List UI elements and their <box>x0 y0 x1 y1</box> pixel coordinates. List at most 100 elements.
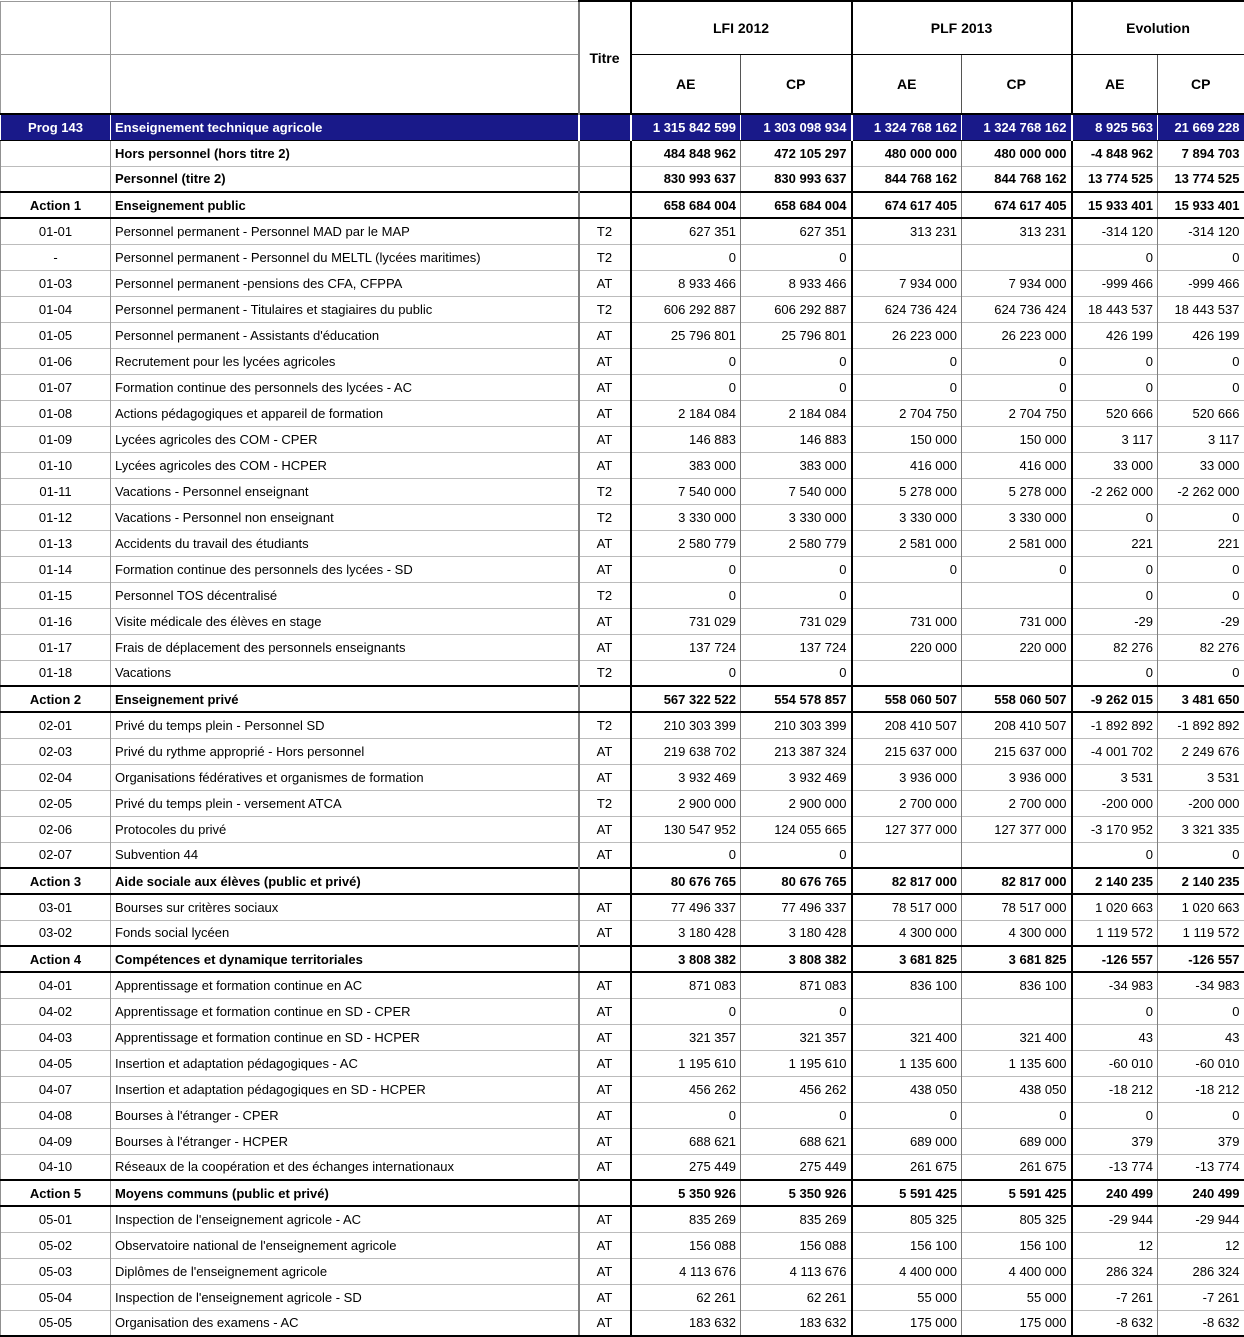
row-titre: AT <box>579 1076 631 1102</box>
value-cell: 4 113 676 <box>741 1258 852 1284</box>
row-code: 05-04 <box>1 1284 111 1310</box>
value-cell: 156 088 <box>741 1232 852 1258</box>
row-label: Enseignement privé <box>111 686 579 712</box>
value-cell: 0 <box>741 842 852 868</box>
value-cell: 0 <box>1158 1102 1244 1128</box>
value-cell: 7 934 000 <box>852 270 962 296</box>
row-titre <box>579 868 631 894</box>
value-cell: 5 591 425 <box>962 1180 1072 1206</box>
value-cell: 275 449 <box>631 1154 741 1180</box>
value-cell: -9 262 015 <box>1072 686 1158 712</box>
row-titre: AT <box>579 894 631 920</box>
row-code: Action 4 <box>1 946 111 972</box>
value-cell: 627 351 <box>631 218 741 244</box>
value-cell: 0 <box>1158 660 1244 686</box>
row-titre <box>579 192 631 218</box>
value-cell: 844 768 162 <box>962 166 1072 192</box>
value-cell: 0 <box>1072 504 1158 530</box>
value-cell: 43 <box>1158 1024 1244 1050</box>
row-code: 02-07 <box>1 842 111 868</box>
value-cell: 12 <box>1072 1232 1158 1258</box>
column-header-lfi-cp: CP <box>741 54 852 114</box>
value-cell: 0 <box>631 998 741 1024</box>
row-code: 04-05 <box>1 1050 111 1076</box>
value-cell: 830 993 637 <box>631 166 741 192</box>
value-cell: 0 <box>1158 244 1244 270</box>
value-cell: 567 322 522 <box>631 686 741 712</box>
row-titre: AT <box>579 634 631 660</box>
value-cell: 77 496 337 <box>631 894 741 920</box>
column-group-plf-2013: PLF 2013 <box>852 1 1072 54</box>
row-titre: T2 <box>579 504 631 530</box>
row-code: 01-13 <box>1 530 111 556</box>
value-cell: 4 300 000 <box>962 920 1072 946</box>
value-cell: 606 292 887 <box>631 296 741 322</box>
value-cell: 7 540 000 <box>631 478 741 504</box>
value-cell: 472 105 297 <box>741 140 852 166</box>
value-cell: 416 000 <box>852 452 962 478</box>
row-label: Frais de déplacement des personnels ense… <box>111 634 579 660</box>
row-code: 02-04 <box>1 764 111 790</box>
value-cell: 2 700 000 <box>852 790 962 816</box>
row-titre: AT <box>579 842 631 868</box>
value-cell: 0 <box>1158 998 1244 1024</box>
row-code: 01-15 <box>1 582 111 608</box>
value-cell: 520 666 <box>1072 400 1158 426</box>
value-cell: 731 029 <box>631 608 741 634</box>
value-cell: 137 724 <box>741 634 852 660</box>
value-cell: 26 223 000 <box>962 322 1072 348</box>
value-cell: 8 933 466 <box>631 270 741 296</box>
value-cell <box>852 582 962 608</box>
value-cell: -3 170 952 <box>1072 816 1158 842</box>
value-cell <box>852 244 962 270</box>
value-cell: -4 848 962 <box>1072 140 1158 166</box>
value-cell: 175 000 <box>962 1310 1072 1336</box>
value-cell: 426 199 <box>1158 322 1244 348</box>
value-cell: 0 <box>741 348 852 374</box>
row-label: Fonds social lycéen <box>111 920 579 946</box>
value-cell: 286 324 <box>1072 1258 1158 1284</box>
row-code: 01-09 <box>1 426 111 452</box>
row-code: 04-01 <box>1 972 111 998</box>
row-label: Enseignement public <box>111 192 579 218</box>
row-code: 01-16 <box>1 608 111 634</box>
column-group-evolution: Evolution <box>1072 1 1244 54</box>
value-cell: 0 <box>741 998 852 1024</box>
row-label: Réseaux de la coopération et des échange… <box>111 1154 579 1180</box>
row-titre: AT <box>579 738 631 764</box>
value-cell: 13 774 525 <box>1072 166 1158 192</box>
value-cell: 321 357 <box>631 1024 741 1050</box>
value-cell: -200 000 <box>1072 790 1158 816</box>
value-cell <box>962 660 1072 686</box>
row-titre: AT <box>579 270 631 296</box>
header-empty-code-2 <box>1 54 111 114</box>
value-cell: -2 262 000 <box>1158 478 1244 504</box>
value-cell: 240 499 <box>1158 1180 1244 1206</box>
row-label: Aide sociale aux élèves (public et privé… <box>111 868 579 894</box>
row-code: 01-14 <box>1 556 111 582</box>
value-cell: 12 <box>1158 1232 1244 1258</box>
value-cell: 21 669 228 <box>1158 114 1244 140</box>
row-label: Formation continue des personnels des ly… <box>111 556 579 582</box>
row-label: Moyens communs (public et privé) <box>111 1180 579 1206</box>
row-titre: T2 <box>579 218 631 244</box>
value-cell: 4 113 676 <box>631 1258 741 1284</box>
value-cell: 210 303 399 <box>741 712 852 738</box>
value-cell: 183 632 <box>631 1310 741 1336</box>
row-titre: AT <box>579 374 631 400</box>
value-cell: -29 <box>1072 608 1158 634</box>
value-cell: 261 675 <box>962 1154 1072 1180</box>
row-label: Accidents du travail des étudiants <box>111 530 579 556</box>
value-cell: 835 269 <box>741 1206 852 1232</box>
value-cell: 80 676 765 <box>631 868 741 894</box>
value-cell: 606 292 887 <box>741 296 852 322</box>
value-cell: -29 944 <box>1072 1206 1158 1232</box>
row-code: 05-01 <box>1 1206 111 1232</box>
